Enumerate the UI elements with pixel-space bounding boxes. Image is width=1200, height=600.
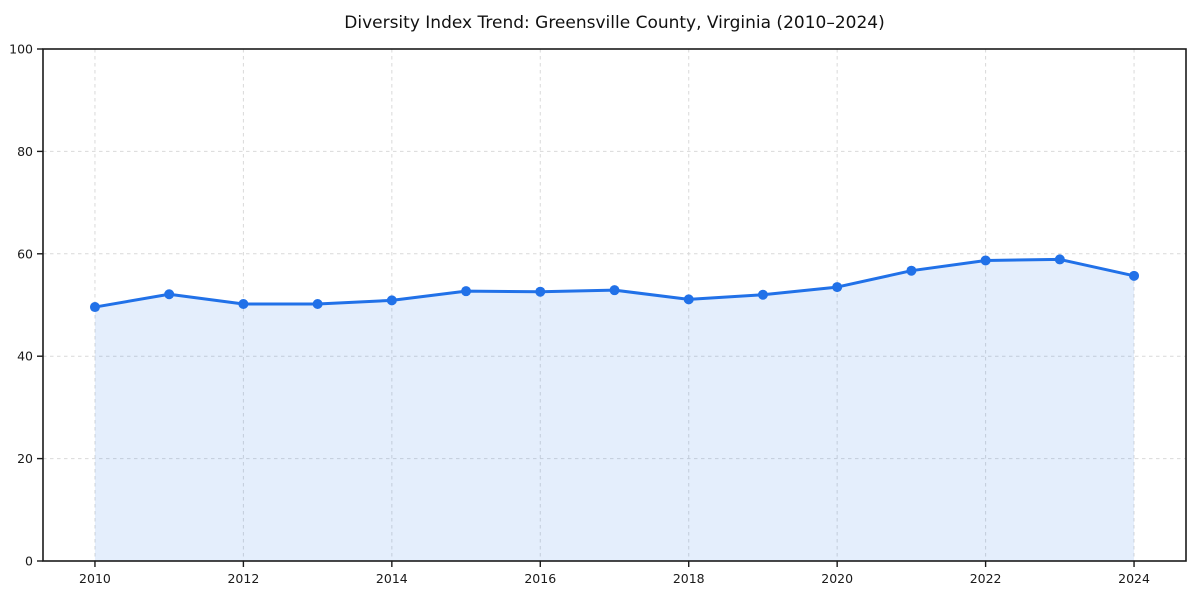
x-axis-tick-label: 2014 [376,571,408,586]
y-axis-tick-label: 40 [17,349,33,364]
x-axis-tick-label: 2022 [970,571,1002,586]
x-axis-tick-label: 2010 [79,571,111,586]
data-point [1129,270,1140,281]
data-point [609,285,620,296]
chart-title: Diversity Index Trend: Greensville Count… [344,13,885,33]
data-point [906,265,917,276]
data-point [980,255,991,266]
area-fill [94,259,1135,561]
data-point [757,289,768,300]
data-point [164,289,175,300]
y-axis-tick-label: 0 [25,554,33,569]
x-axis-tick-label: 2020 [821,571,853,586]
plot-border [42,48,1187,562]
data-point [535,286,546,297]
data-point [312,298,323,309]
data-point [386,295,397,306]
x-axis-tick-label: 2024 [1118,571,1150,586]
data-point [1054,254,1065,265]
data-point [461,286,472,297]
y-axis-tick-label: 60 [17,246,33,261]
data-point [683,294,694,305]
y-axis-tick-label: 80 [17,144,33,159]
data-point [832,282,843,293]
x-axis-tick-label: 2016 [524,571,556,586]
x-axis-tick-label: 2018 [673,571,705,586]
x-axis-tick-label: 2012 [227,571,259,586]
y-axis-tick-label: 100 [9,42,33,57]
data-point [238,298,249,309]
data-point [89,302,100,313]
y-axis-tick-label: 20 [17,451,33,466]
